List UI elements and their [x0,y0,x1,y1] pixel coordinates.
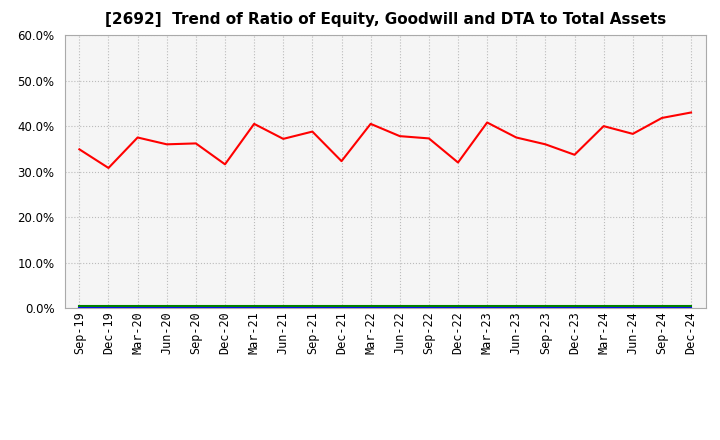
Deferred Tax Assets [104,303,113,308]
Line: Equity: Equity [79,113,691,168]
Equity [366,121,375,126]
Equity [657,115,666,121]
Deferred Tax Assets [133,303,142,308]
Deferred Tax Assets [395,303,404,308]
Goodwill [454,305,462,311]
Deferred Tax Assets [308,303,317,308]
Equity [599,124,608,129]
Deferred Tax Assets [541,303,550,308]
Goodwill [75,305,84,311]
Goodwill [192,305,200,311]
Equity [541,142,550,147]
Equity [570,152,579,158]
Equity [163,142,171,147]
Goodwill [104,305,113,311]
Deferred Tax Assets [250,303,258,308]
Goodwill [657,305,666,311]
Goodwill [308,305,317,311]
Goodwill [629,305,637,311]
Deferred Tax Assets [483,303,492,308]
Deferred Tax Assets [192,303,200,308]
Goodwill [337,305,346,311]
Deferred Tax Assets [366,303,375,308]
Equity [104,165,113,171]
Equity [395,133,404,139]
Goodwill [163,305,171,311]
Equity [75,147,84,152]
Deferred Tax Assets [279,303,287,308]
Equity [337,158,346,164]
Equity [454,160,462,165]
Goodwill [220,305,229,311]
Goodwill [250,305,258,311]
Deferred Tax Assets [425,303,433,308]
Goodwill [541,305,550,311]
Deferred Tax Assets [163,303,171,308]
Deferred Tax Assets [220,303,229,308]
Equity [629,131,637,136]
Deferred Tax Assets [570,303,579,308]
Equity [279,136,287,142]
Deferred Tax Assets [337,303,346,308]
Title: [2692]  Trend of Ratio of Equity, Goodwill and DTA to Total Assets: [2692] Trend of Ratio of Equity, Goodwil… [104,12,666,27]
Deferred Tax Assets [599,303,608,308]
Equity [220,161,229,167]
Deferred Tax Assets [629,303,637,308]
Deferred Tax Assets [454,303,462,308]
Equity [483,120,492,125]
Equity [250,121,258,126]
Equity [512,135,521,140]
Goodwill [425,305,433,311]
Goodwill [483,305,492,311]
Equity [687,110,696,115]
Deferred Tax Assets [657,303,666,308]
Deferred Tax Assets [512,303,521,308]
Deferred Tax Assets [687,303,696,308]
Goodwill [687,305,696,311]
Goodwill [512,305,521,311]
Equity [192,141,200,146]
Goodwill [570,305,579,311]
Goodwill [599,305,608,311]
Goodwill [395,305,404,311]
Goodwill [133,305,142,311]
Goodwill [279,305,287,311]
Deferred Tax Assets [75,303,84,308]
Equity [425,136,433,141]
Equity [308,129,317,134]
Equity [133,135,142,140]
Goodwill [366,305,375,311]
